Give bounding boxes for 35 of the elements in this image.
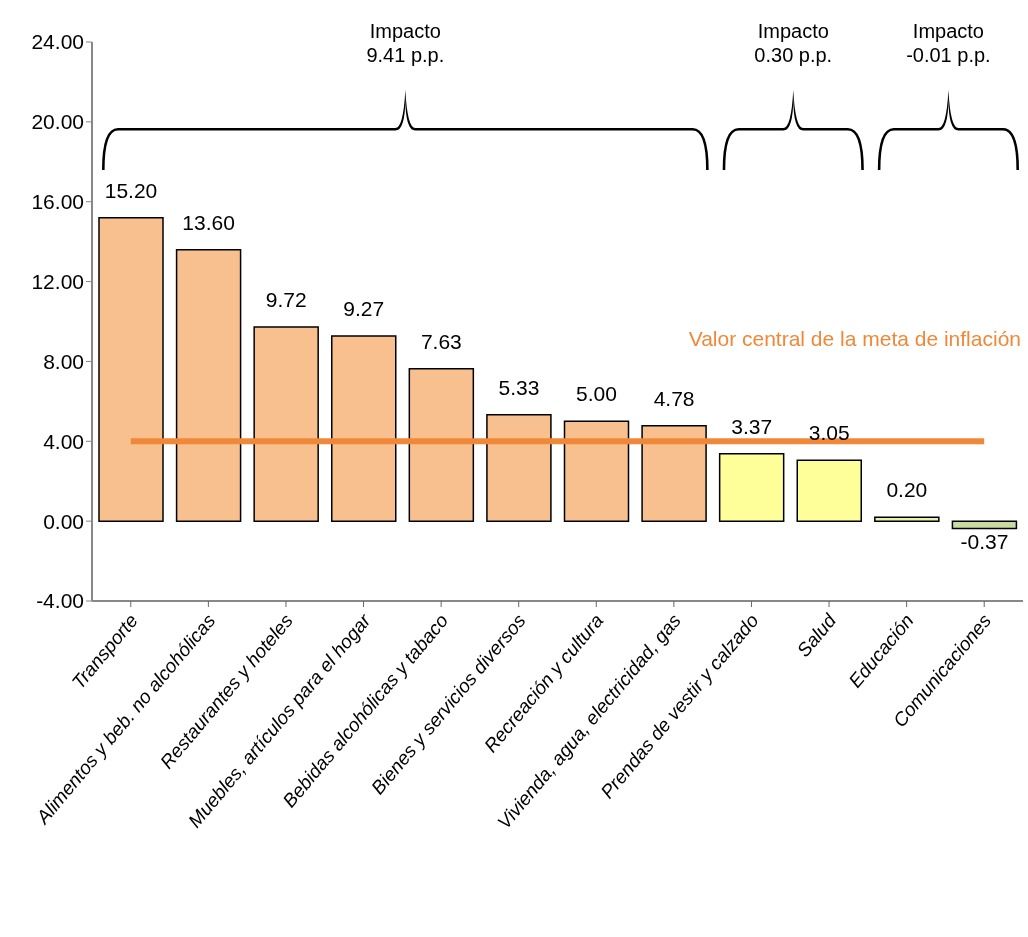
y-tick-label: -4.00 xyxy=(36,589,84,613)
data-label: 15.20 xyxy=(104,178,158,202)
bar xyxy=(718,453,785,522)
annotation: Impacto -0.01 p.p. xyxy=(906,20,991,66)
data-label: 9.27 xyxy=(343,297,385,321)
bar xyxy=(796,459,862,522)
bar xyxy=(408,368,475,522)
y-tick-label: 24.00 xyxy=(31,30,84,54)
bar xyxy=(563,420,630,522)
y-tick-label: 0.00 xyxy=(43,509,84,533)
data-label: 0.20 xyxy=(886,478,928,502)
bar xyxy=(98,216,164,522)
bar xyxy=(951,520,1018,530)
data-label: 4.78 xyxy=(653,386,695,410)
y-tick-label: 16.00 xyxy=(31,190,84,214)
data-label: 7.63 xyxy=(420,329,462,353)
bar xyxy=(486,413,552,522)
data-label: -0.37 xyxy=(960,530,1009,554)
annotation: Impacto 9.41 p.p. xyxy=(366,20,445,66)
bar xyxy=(874,516,940,522)
y-tick-label: 20.00 xyxy=(31,110,84,134)
data-label: 5.00 xyxy=(576,382,617,406)
data-label: 3.37 xyxy=(731,414,773,438)
data-label: 9.72 xyxy=(265,288,307,312)
bar xyxy=(641,424,707,522)
y-tick-label: 12.00 xyxy=(31,270,84,294)
annotation: Impacto 0.30 p.p. xyxy=(754,20,833,66)
bar xyxy=(253,326,319,522)
y-tick-label: 4.00 xyxy=(43,429,84,453)
data-label: 13.60 xyxy=(182,210,235,234)
ref-line-label: Valor central de la meta de inflación xyxy=(688,327,1021,351)
bar xyxy=(175,248,242,522)
y-tick-label: 8.00 xyxy=(43,349,84,373)
bar xyxy=(331,335,397,522)
data-label: 5.33 xyxy=(498,375,540,399)
